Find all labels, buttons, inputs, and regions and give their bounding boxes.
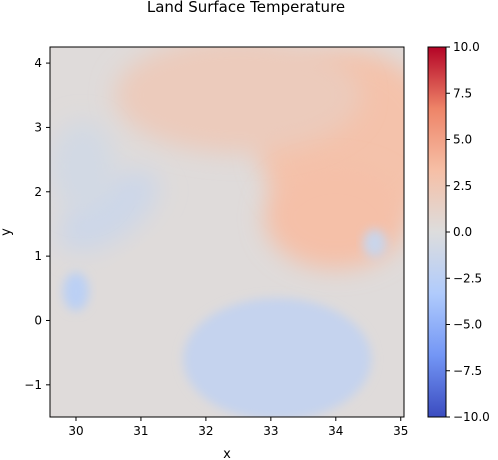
y-axis-ticks: −1 0 1 2 3 4	[24, 56, 50, 392]
heatmap-region-cool-west-patch	[62, 272, 89, 311]
heatmap-region-warm-east	[264, 166, 404, 269]
colorbar-tick-label: 5.0	[453, 133, 472, 147]
x-tick-label: 34	[328, 424, 343, 438]
y-tick-label: −1	[24, 378, 42, 392]
y-tick-label: 1	[34, 249, 42, 263]
colorbar-tick-label: 10.0	[453, 40, 480, 54]
heatmap-region-cool-southern-lake	[183, 297, 372, 417]
x-axis-label: x	[223, 447, 231, 460]
y-axis-label: y	[0, 228, 14, 236]
y-tick-label: 3	[34, 120, 42, 134]
x-tick-label: 31	[133, 424, 148, 438]
y-tick-label: 4	[34, 56, 42, 70]
colorbar-tick-label: −10.0	[453, 410, 490, 424]
heatmap-field	[50, 47, 404, 417]
colorbar	[428, 47, 446, 417]
x-tick-label: 32	[198, 424, 213, 438]
colorbar-tick-label: 7.5	[453, 86, 472, 100]
colorbar-tick-label: 2.5	[453, 179, 472, 193]
chart-title: Land Surface Temperature	[147, 0, 345, 16]
y-tick-label: 2	[34, 185, 42, 199]
heatmap-region-cool-western-band	[57, 170, 160, 253]
colorbar-tick-label: −5.0	[453, 318, 482, 332]
x-axis-ticks: 30 31 32 33 34 35	[68, 417, 408, 438]
heatmap-region-cool-east-patch	[363, 229, 387, 258]
x-tick-label: 35	[393, 424, 408, 438]
colorbar-ticks: 10.0 7.5 5.0 2.5 0.0 −2.5 −5.0 −7.5 −10.0	[446, 40, 490, 424]
y-tick-label: 0	[34, 313, 42, 327]
colorbar-tick-label: −2.5	[453, 271, 482, 285]
colorbar-tick-label: 0.0	[453, 225, 472, 239]
colorbar-tick-label: −7.5	[453, 364, 482, 378]
heatmap-region-cool-northwest	[50, 120, 115, 212]
heatmap-region-warm-north	[114, 47, 362, 154]
x-tick-label: 30	[68, 424, 83, 438]
x-tick-label: 33	[263, 424, 278, 438]
plot-frame	[49, 46, 405, 418]
